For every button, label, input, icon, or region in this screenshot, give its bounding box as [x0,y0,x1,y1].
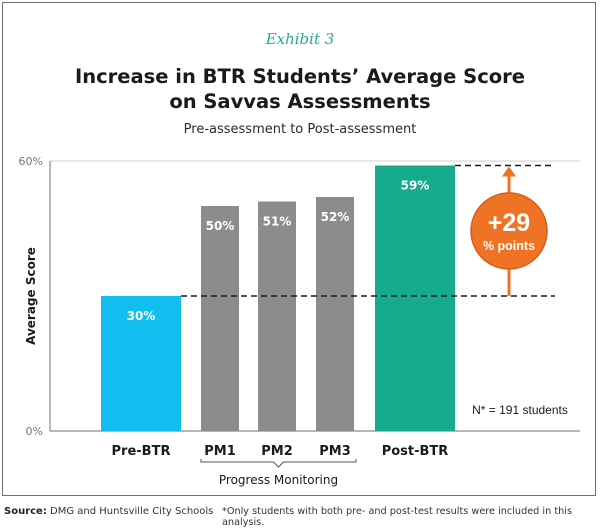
x-tick-label: Pre-BTR [112,444,171,459]
footnote: *Only students with both pre- and post-t… [222,506,572,528]
chart-title-line1: Increase in BTR Students’ Average Score [74,65,525,88]
arrow-up-icon [502,166,516,177]
chart-subtitle: Pre-assessment to Post-assessment [183,122,417,137]
bar-value-label: 51% [263,215,292,229]
bar-value-label: 50% [206,219,235,233]
exhibit-label: Exhibit 3 [265,30,335,48]
y-tick-label: 0% [26,425,43,438]
progress-monitoring-label: Progress Monitoring [219,473,338,487]
x-tick-label: Post-BTR [382,444,449,459]
source-label: Source: [4,506,47,517]
bar-pm2 [258,201,296,431]
bar-pre-btr [101,296,181,431]
bar-value-label: 30% [127,309,156,323]
chart-title: Increase in BTR Students’ Average Score … [0,64,600,114]
chart-title-line2: on Savvas Assessments [169,90,431,113]
bar-value-label: 59% [401,179,430,193]
increase-badge [470,192,548,270]
bar-value-label: 52% [321,210,350,224]
x-tick-label: PM2 [261,444,293,459]
increase-value: +29 [488,209,530,237]
x-tick-label: PM1 [204,444,236,459]
y-tick-label: 60% [19,155,43,168]
source-text: DMG and Huntsville City Schools [50,506,214,517]
bar-pm1 [201,206,239,431]
increase-unit: % points [483,239,535,253]
sample-size-note: N* = 191 students [472,403,568,417]
chart-frame [2,2,596,496]
x-tick-label: PM3 [319,444,351,459]
source-note: Source: DMG and Huntsville City Schools [4,506,213,517]
progress-monitoring-bracket [200,459,357,468]
y-axis-label: Average Score [24,247,38,345]
bar-pm3 [316,197,354,431]
bar-post-btr [375,165,455,431]
